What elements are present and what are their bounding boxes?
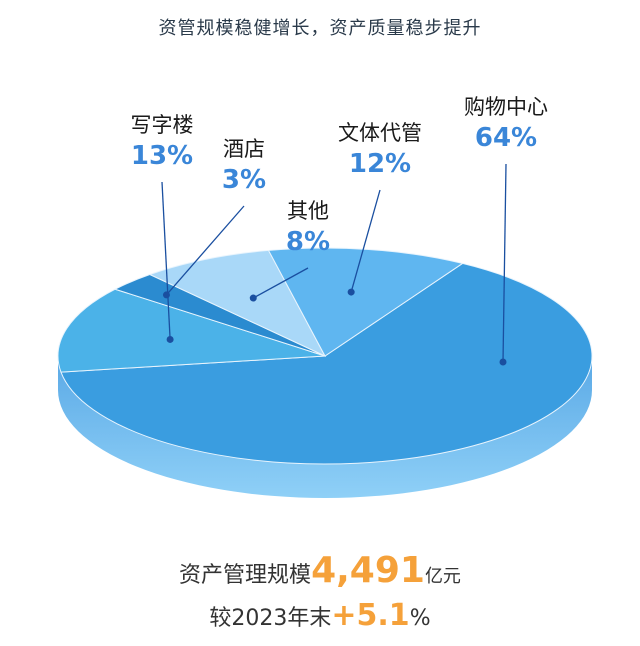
leader-dot-3 — [249, 294, 257, 302]
asset-scale-label: 资产管理规模 — [179, 563, 312, 588]
asset-scale-line: 资产管理规模4,491亿元 — [0, 550, 640, 591]
pie-labels: 购物中心 64% 写字楼 13% 酒店 3% 其他 8% 文体代管 12% — [131, 95, 549, 257]
pie-slice-3 — [148, 249, 327, 358]
growth-label: 较2023年末 — [209, 606, 332, 631]
slice-pct-label-1: 13% — [131, 141, 193, 171]
leader-line-1 — [161, 181, 171, 340]
pie-slices — [57, 247, 593, 465]
leader-dot-2 — [162, 291, 170, 299]
slice-name-label-2: 酒店 — [223, 137, 265, 161]
slice-name-label-0: 购物中心 — [464, 95, 548, 119]
asset-scale-value: 4,491 — [311, 550, 425, 591]
growth-sign: + — [331, 598, 357, 633]
pie-slice-0 — [60, 262, 593, 465]
pie-slice-1 — [57, 288, 326, 373]
leader-line-0 — [502, 163, 507, 363]
pie-side — [58, 356, 592, 498]
slice-pct-label-2: 3% — [222, 165, 266, 195]
leader-dot-0 — [499, 358, 507, 366]
slice-pct-label-3: 8% — [286, 227, 330, 257]
pie-side-wall — [58, 356, 592, 498]
growth-line: 较2023年末+5.1% — [0, 598, 640, 633]
growth-unit: % — [409, 606, 431, 631]
pie-slice-4 — [267, 247, 464, 357]
slice-pct-label-0: 64% — [475, 123, 537, 153]
leader-dot-4 — [347, 288, 355, 296]
leader-line-4 — [350, 189, 381, 293]
pie-leaders — [161, 163, 507, 366]
slice-name-label-4: 文体代管 — [338, 121, 422, 145]
growth-value: 5.1 — [356, 598, 410, 633]
leader-line-2 — [165, 205, 245, 296]
leader-dot-1 — [166, 335, 174, 343]
leader-line-3 — [252, 267, 309, 299]
slice-pct-label-4: 12% — [349, 149, 411, 179]
chart-title: 资管规模稳健增长，资产质量稳步提升 — [158, 18, 482, 39]
slice-name-label-3: 其他 — [287, 199, 329, 223]
asset-scale-unit: 亿元 — [424, 566, 461, 587]
slice-name-label-1: 写字楼 — [131, 113, 194, 137]
